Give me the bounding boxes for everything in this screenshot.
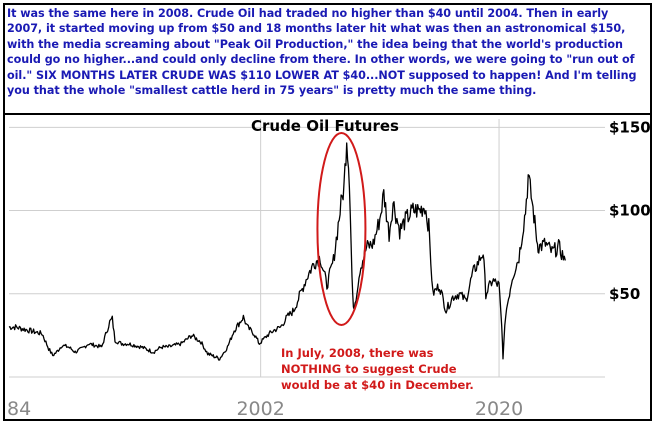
crude-oil-chart: Crude Oil Futures $50 $100 $150 84 2002 2020… (7, 117, 650, 419)
caption-divider (3, 113, 652, 115)
screenshot-frame (3, 3, 652, 421)
y-tick-label-2: $150 (609, 118, 650, 136)
caption-text: It was the same here in 2008. Crude Oil … (7, 7, 637, 98)
x-tick-labels: 84 2002 2020 (7, 398, 523, 419)
y-tick-labels: $50 $100 $150 (609, 118, 650, 302)
chart-title: Crude Oil Futures (251, 117, 399, 135)
annotation-line-2: would be at $40 in December. (281, 378, 474, 392)
annotation-line-0: In July, 2008, there was (281, 346, 434, 360)
x-tick-label-1: 2002 (236, 398, 284, 419)
x-tick-label-2: 2020 (475, 398, 523, 419)
annotation-text: In July, 2008, there was NOTHING to sugge… (281, 346, 474, 392)
series-layer (8, 142, 566, 361)
highlight-ellipse (316, 132, 367, 326)
series-line (8, 142, 566, 361)
annotation-line-1: NOTHING to suggest Crude (281, 362, 457, 376)
x-tick-label-0: 84 (7, 398, 31, 419)
y-tick-label-0: $50 (609, 285, 640, 303)
y-tick-label-1: $100 (609, 202, 650, 220)
grid-lines (9, 119, 605, 378)
